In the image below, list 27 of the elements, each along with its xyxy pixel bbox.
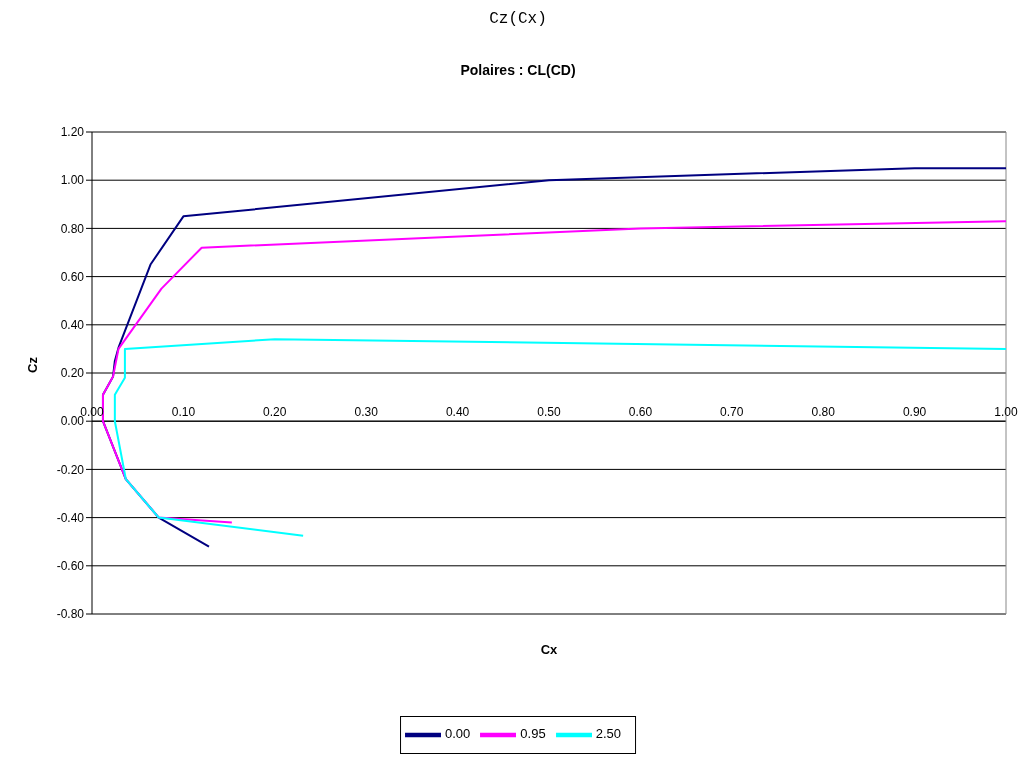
x-tick-label: 0.40: [445, 405, 470, 419]
y-tick-label: -0.60: [56, 559, 85, 574]
y-tick-label: 0.80: [60, 221, 85, 236]
legend-label: 2.50: [595, 726, 621, 742]
x-tick-label: 0.70: [720, 405, 744, 419]
y-tick-label: -0.80: [56, 607, 85, 622]
y-axis-title: Cz: [24, 356, 40, 373]
x-tick-label: 0.80: [811, 405, 836, 419]
legend-label: 0.00: [445, 726, 471, 742]
x-tick-label: 0.90: [902, 405, 927, 419]
y-tick-label: 0.60: [60, 269, 85, 284]
x-tick-label: 0.20: [263, 405, 287, 419]
y-tick-label: 0.20: [60, 366, 85, 381]
chart-subtitle: Polaires : CL(CD): [459, 61, 577, 80]
x-tick-label: 1.00: [994, 405, 1018, 419]
y-tick-label: 1.00: [60, 173, 85, 188]
x-axis-title: Cx: [540, 642, 559, 657]
x-tick-label: 0.30: [354, 405, 379, 419]
y-tick-label: -0.40: [56, 510, 85, 525]
x-tick-label: 0.10: [171, 405, 196, 419]
y-tick-label: -0.20: [56, 462, 85, 477]
x-tick-label: 0.50: [537, 405, 561, 419]
chart-title: Cz(Cx): [488, 9, 548, 30]
y-tick-label: 0.40: [60, 318, 85, 333]
y-tick-label: 1.20: [60, 125, 85, 140]
x-tick-label: 0.60: [628, 405, 653, 419]
legend-label: 0.95: [520, 726, 546, 742]
